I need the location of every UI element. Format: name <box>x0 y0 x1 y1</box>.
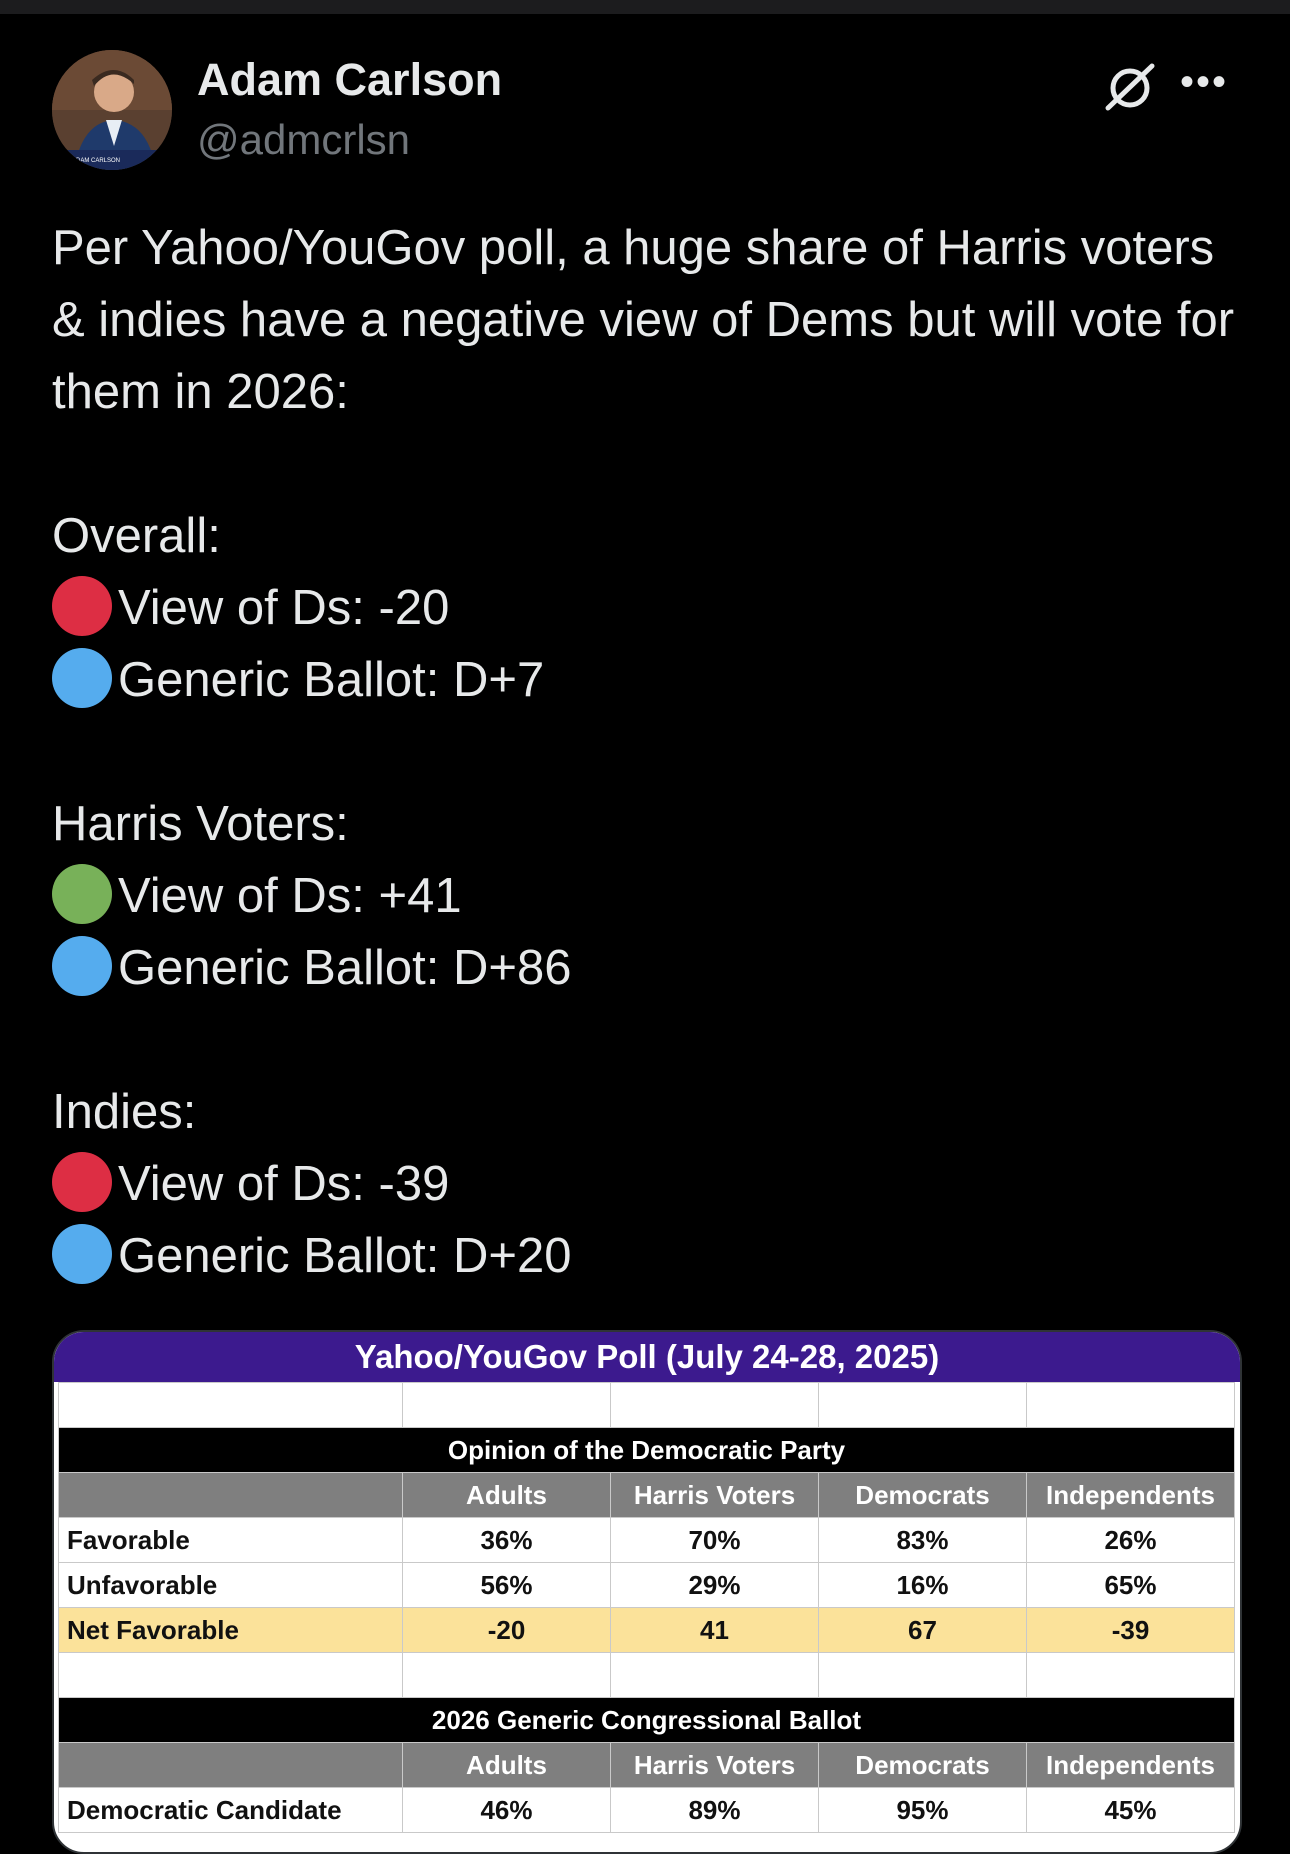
avatar-caption: ADAM CARLSON <box>72 158 120 164</box>
column-header: Adults <box>402 1742 611 1788</box>
red-circle-icon <box>52 1152 112 1212</box>
poll-image[interactable]: Yahoo/YouGov Poll (July 24-28, 2025) Opi… <box>52 1330 1242 1854</box>
author-handle[interactable]: @admcrlsn <box>197 116 411 163</box>
column-header: Democrats <box>818 1472 1027 1518</box>
tweet-line: Generic Ballot: D+20 <box>52 1220 1242 1292</box>
opinion-heading: Opinion of the Democratic Party <box>58 1427 1235 1473</box>
table-row: Net Favorable -20 41 67 -39 <box>58 1607 1235 1653</box>
line-text: View of Ds: +41 <box>118 869 462 923</box>
table-row: Unfavorable 56% 29% 16% 65% <box>58 1562 1235 1608</box>
blue-circle-icon <box>52 1224 112 1284</box>
tweet-line: Generic Ballot: D+7 <box>52 644 1242 716</box>
table-cell: 95% <box>818 1787 1027 1833</box>
column-header: Adults <box>402 1472 611 1518</box>
table-row: Favorable 36% 70% 83% 26% <box>58 1517 1235 1563</box>
table-cell: 36% <box>402 1517 611 1563</box>
row-label: Democratic Candidate <box>58 1787 403 1833</box>
avatar[interactable]: ADAM CARLSON <box>52 50 172 170</box>
table-cell: 41 <box>610 1607 819 1653</box>
status-bar <box>0 0 1290 14</box>
table-cell: -39 <box>1026 1607 1235 1653</box>
poll-table: Opinion of the Democratic Party Adults H… <box>58 1382 1235 1833</box>
line-text: Generic Ballot: D+86 <box>118 941 572 995</box>
column-header: Harris Voters <box>610 1742 819 1788</box>
tweet-line: View of Ds: -39 <box>52 1148 1242 1220</box>
table-cell: 56% <box>402 1562 611 1608</box>
line-text: View of Ds: -20 <box>118 581 450 635</box>
green-circle-icon <box>52 864 112 924</box>
ballot-heading: 2026 Generic Congressional Ballot <box>58 1697 1235 1743</box>
tweet-text: Per Yahoo/YouGov poll, a huge share of H… <box>52 212 1242 1292</box>
table-cell: 89% <box>610 1787 819 1833</box>
tweet-line: Generic Ballot: D+86 <box>52 932 1242 1004</box>
table-cell: 29% <box>610 1562 819 1608</box>
line-text: Generic Ballot: D+20 <box>118 1229 572 1283</box>
column-header: Harris Voters <box>610 1472 819 1518</box>
grok-icon[interactable] <box>1102 58 1158 114</box>
author-name[interactable]: Adam Carlson <box>197 54 503 105</box>
column-header-blank <box>58 1472 403 1518</box>
row-label: Favorable <box>58 1517 403 1563</box>
tweet-line: View of Ds: +41 <box>52 860 1242 932</box>
tweet-intro: Per Yahoo/YouGov poll, a huge share of H… <box>52 221 1235 419</box>
row-label: Unfavorable <box>58 1562 403 1608</box>
section-heading-harris: Harris Voters: <box>52 797 349 851</box>
column-header: Independents <box>1026 1742 1235 1788</box>
poll-title: Yahoo/YouGov Poll (July 24-28, 2025) <box>54 1332 1240 1382</box>
table-cell: 16% <box>818 1562 1027 1608</box>
column-header: Democrats <box>818 1742 1027 1788</box>
blue-circle-icon <box>52 648 112 708</box>
row-label: Net Favorable <box>58 1607 403 1653</box>
table-cell: 67 <box>818 1607 1027 1653</box>
section-heading-indies: Indies: <box>52 1085 197 1139</box>
table-cell: -20 <box>402 1607 611 1653</box>
line-text: Generic Ballot: D+7 <box>118 653 545 707</box>
column-header: Independents <box>1026 1472 1235 1518</box>
table-row: Democratic Candidate 46% 89% 95% 45% <box>58 1787 1235 1833</box>
table-cell: 46% <box>402 1787 611 1833</box>
section-heading-overall: Overall: <box>52 509 221 563</box>
tweet-header: ADAM CARLSON Adam Carlson @admcrlsn ••• <box>52 50 1242 170</box>
tweet-line: View of Ds: -20 <box>52 572 1242 644</box>
table-cell: 45% <box>1026 1787 1235 1833</box>
blue-circle-icon <box>52 936 112 996</box>
line-text: View of Ds: -39 <box>118 1157 450 1211</box>
column-header-blank <box>58 1742 403 1788</box>
avatar-image: ADAM CARLSON <box>52 50 172 170</box>
red-circle-icon <box>52 576 112 636</box>
table-cell: 83% <box>818 1517 1027 1563</box>
table-cell: 65% <box>1026 1562 1235 1608</box>
table-cell: 70% <box>610 1517 819 1563</box>
more-options-icon[interactable]: ••• <box>1180 60 1229 104</box>
table-cell: 26% <box>1026 1517 1235 1563</box>
